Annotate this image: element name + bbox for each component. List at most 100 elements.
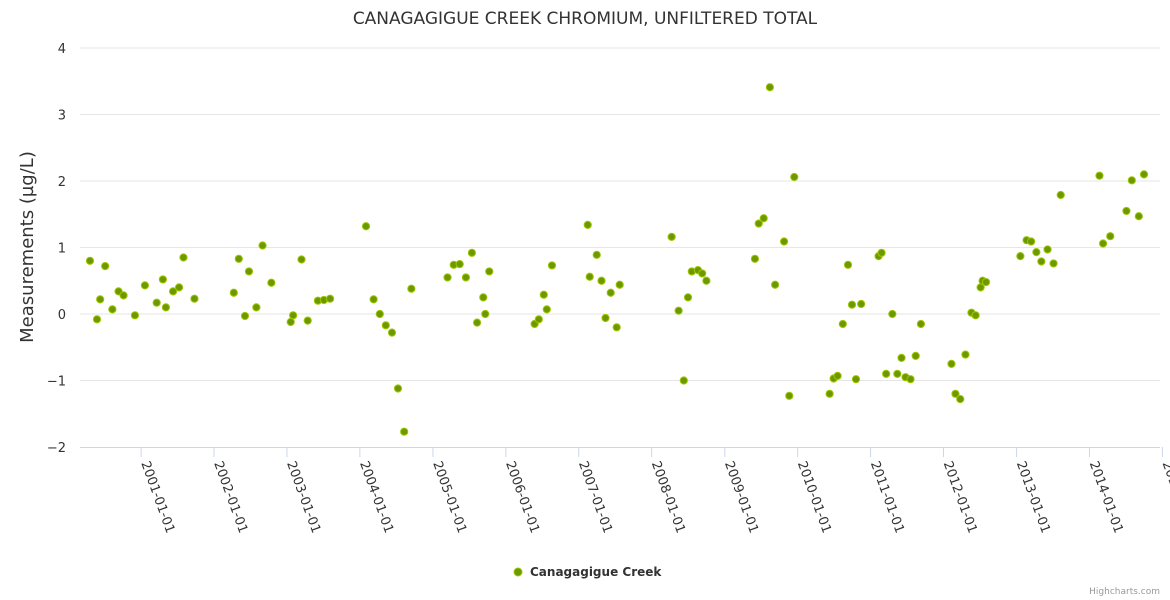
data-point[interactable]: [325, 294, 335, 303]
data-point[interactable]: [387, 328, 397, 337]
data-point[interactable]: [683, 293, 693, 302]
data-point[interactable]: [825, 389, 834, 398]
data-point[interactable]: [601, 313, 610, 323]
data-point[interactable]: [152, 298, 161, 307]
data-point[interactable]: [481, 309, 490, 319]
data-point[interactable]: [1027, 237, 1036, 246]
data-point[interactable]: [698, 269, 707, 278]
data-point[interactable]: [174, 283, 184, 292]
credits-link[interactable]: Highcharts.com: [1089, 587, 1160, 597]
data-point[interactable]: [847, 300, 857, 309]
data-point[interactable]: [539, 290, 548, 299]
data-point[interactable]: [179, 253, 188, 262]
data-point[interactable]: [785, 391, 794, 400]
data-point[interactable]: [750, 254, 760, 263]
data-point[interactable]: [158, 275, 167, 284]
data-point[interactable]: [101, 262, 110, 271]
data-point[interactable]: [606, 288, 615, 297]
data-point[interactable]: [1049, 259, 1058, 268]
data-point[interactable]: [597, 276, 606, 285]
legend[interactable]: Canagagigue Creek: [513, 565, 662, 579]
data-point[interactable]: [843, 260, 853, 269]
data-point[interactable]: [971, 311, 980, 320]
legend-marker-icon[interactable]: [513, 567, 523, 577]
data-point[interactable]: [534, 315, 543, 324]
legend-label[interactable]: Canagagigue Creek: [530, 565, 662, 579]
data-point[interactable]: [674, 306, 683, 315]
data-point[interactable]: [92, 315, 102, 324]
data-point[interactable]: [1139, 170, 1149, 179]
data-point[interactable]: [297, 255, 306, 264]
data-point[interactable]: [381, 321, 390, 330]
data-point[interactable]: [1095, 171, 1104, 180]
data-point[interactable]: [130, 311, 140, 320]
data-point[interactable]: [1037, 257, 1046, 266]
data-point[interactable]: [369, 295, 378, 304]
data-point[interactable]: [443, 273, 452, 282]
data-point[interactable]: [882, 369, 891, 378]
data-point[interactable]: [244, 267, 254, 276]
data-point[interactable]: [85, 256, 95, 265]
data-point[interactable]: [857, 299, 866, 309]
data-point[interactable]: [455, 260, 464, 269]
data-point[interactable]: [479, 293, 488, 302]
data-point[interactable]: [667, 232, 676, 241]
data-point[interactable]: [1016, 252, 1025, 261]
data-point[interactable]: [108, 305, 117, 314]
data-point[interactable]: [119, 291, 128, 300]
series-canagagigue-creek[interactable]: [85, 83, 1149, 436]
data-point[interactable]: [612, 323, 621, 332]
data-point[interactable]: [583, 220, 592, 229]
data-point[interactable]: [1134, 212, 1143, 221]
data-point[interactable]: [240, 311, 250, 321]
data-point[interactable]: [592, 250, 601, 259]
data-point[interactable]: [1056, 190, 1065, 200]
data-point[interactable]: [1122, 206, 1131, 216]
data-point[interactable]: [303, 316, 312, 325]
data-point[interactable]: [1127, 176, 1136, 185]
data-point[interactable]: [759, 214, 768, 223]
data-point[interactable]: [267, 278, 276, 287]
data-point[interactable]: [289, 311, 298, 320]
data-point[interactable]: [679, 376, 688, 385]
data-point[interactable]: [897, 353, 906, 362]
data-point[interactable]: [956, 395, 965, 404]
data-point[interactable]: [547, 261, 557, 270]
data-point[interactable]: [951, 389, 960, 398]
data-point[interactable]: [361, 222, 371, 231]
data-point[interactable]: [770, 280, 780, 289]
data-point[interactable]: [542, 305, 551, 314]
data-point[interactable]: [790, 172, 799, 182]
data-point[interactable]: [833, 371, 842, 380]
data-point[interactable]: [407, 284, 416, 293]
data-point[interactable]: [947, 359, 956, 368]
data-point[interactable]: [981, 277, 991, 287]
data-point[interactable]: [485, 267, 494, 276]
data-point[interactable]: [252, 303, 261, 312]
data-point[interactable]: [286, 317, 295, 327]
data-point[interactable]: [1032, 248, 1041, 257]
data-point[interactable]: [258, 241, 267, 250]
data-point[interactable]: [234, 254, 243, 263]
data-point[interactable]: [888, 309, 897, 319]
data-point[interactable]: [911, 351, 920, 360]
data-point[interactable]: [400, 427, 409, 436]
data-point[interactable]: [472, 318, 482, 327]
data-point[interactable]: [851, 375, 861, 384]
data-point[interactable]: [375, 309, 384, 319]
data-point[interactable]: [1106, 232, 1115, 241]
data-point[interactable]: [393, 384, 403, 393]
data-point[interactable]: [585, 272, 594, 281]
data-point[interactable]: [779, 237, 789, 246]
data-point[interactable]: [838, 319, 847, 329]
data-point[interactable]: [168, 287, 178, 296]
data-point[interactable]: [916, 319, 926, 329]
data-point[interactable]: [702, 276, 711, 285]
data-point[interactable]: [140, 281, 150, 290]
data-point[interactable]: [1098, 239, 1108, 248]
data-point[interactable]: [906, 375, 915, 384]
data-point[interactable]: [961, 350, 970, 359]
data-point[interactable]: [229, 288, 238, 297]
data-point[interactable]: [190, 294, 199, 303]
data-point[interactable]: [893, 369, 902, 378]
